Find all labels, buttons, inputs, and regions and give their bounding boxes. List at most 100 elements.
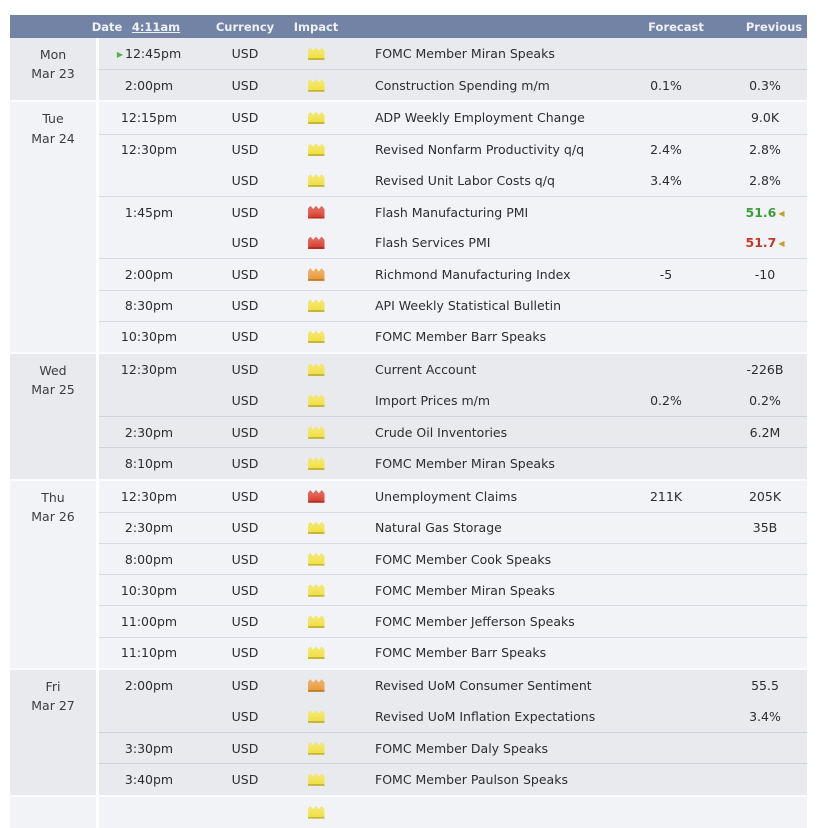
event-row[interactable]: 1:45pm USD Flash Manufacturing PMI 51.6 ◀	[99, 195, 807, 227]
impact-yellow-icon[interactable]	[307, 710, 325, 724]
impact-yellow-icon[interactable]	[307, 552, 325, 566]
event-row[interactable]: 2:30pm USD Natural Gas Storage 35B	[99, 511, 807, 543]
event-time: 1:45pm	[124, 204, 174, 220]
impact-yellow-icon[interactable]	[307, 330, 325, 344]
event-currency: USD	[231, 298, 259, 314]
event-row[interactable]: 12:30pm USD Current Account -226B	[99, 354, 807, 385]
event-title: Revised Unit Labor Costs q/q	[375, 172, 555, 188]
event-title: Richmond Manufacturing Index	[375, 266, 571, 282]
day-group-fri: Fri Mar 27 2:00pm USD Revised UoM Consumer S…	[10, 667, 807, 795]
event-title: Flash Services PMI	[375, 235, 491, 251]
event-currency: USD	[231, 520, 259, 536]
event-previous: 9.0K	[707, 110, 807, 125]
event-title: FOMC Member Barr Speaks	[375, 329, 547, 345]
impact-yellow-icon[interactable]	[307, 742, 325, 755]
event-row[interactable]: 2:30pm USD Crude Oil Inventories 6.2M	[99, 416, 807, 447]
impact-orange-icon[interactable]	[307, 268, 325, 281]
event-title: FOMC Member Cook Speaks	[375, 551, 552, 567]
event-time: 11:10pm	[120, 645, 178, 661]
event-currency: USD	[231, 110, 259, 126]
impact-yellow-icon[interactable]	[307, 615, 325, 628]
impact-cell	[291, 394, 359, 408]
event-row[interactable]: 2:00pm USD Construction Spending m/m 0.1% 0.…	[99, 69, 807, 100]
event-row[interactable]: 2:00pm USD Richmond Manufacturing Index -5 -…	[99, 258, 807, 289]
impact-cell	[291, 268, 359, 281]
event-previous: 0.2%	[707, 393, 807, 408]
event-row[interactable]: USD Revised Unit Labor Costs q/q 3.4% 2.8%	[99, 165, 807, 196]
day-date: Mar 23	[31, 66, 75, 82]
event-row[interactable]: 8:10pm USD FOMC Member Miran Speaks	[99, 447, 807, 478]
event-time: 11:00pm	[120, 613, 178, 629]
event-row[interactable]: 3:40pm USD FOMC Member Paulson Speaks	[99, 763, 807, 794]
event-title: FOMC Member Miran Speaks	[375, 582, 555, 598]
event-row[interactable]: USD Flash Services PMI 51.7 ◀	[99, 227, 807, 258]
impact-cell	[291, 805, 359, 819]
impact-yellow-icon[interactable]	[307, 773, 325, 786]
event-row[interactable]	[99, 797, 807, 828]
event-previous: 2.8%	[707, 142, 807, 157]
previous-value: 6.2M	[749, 424, 781, 440]
day-name: Wed	[39, 362, 67, 378]
previous-value: 205K	[748, 488, 782, 504]
event-title: Import Prices m/m	[375, 393, 491, 409]
current-time-link[interactable]: 4:11am	[131, 19, 181, 34]
day-group-wed: Wed Mar 25 12:30pm USD Current Account -226B U…	[10, 351, 807, 479]
impact-yellow-icon[interactable]	[307, 521, 325, 535]
event-row[interactable]: 11:00pm USD FOMC Member Jefferson Speaks	[99, 605, 807, 636]
event-currency: USD	[231, 361, 259, 377]
impact-yellow-icon[interactable]	[307, 299, 325, 313]
event-row[interactable]: ▶ 12:45pm USD FOMC Member Miran Speaks	[99, 38, 807, 69]
column-header-date: Date	[91, 19, 123, 34]
impact-cell	[291, 490, 359, 503]
impact-yellow-icon[interactable]	[307, 47, 325, 61]
revised-left-triangle-icon: ◀	[778, 208, 785, 218]
date-cell: Thu Mar 26	[10, 481, 96, 668]
event-previous: 51.7 ◀	[707, 235, 807, 250]
impact-yellow-icon[interactable]	[307, 805, 325, 819]
event-currency: USD	[231, 613, 259, 629]
impact-yellow-icon[interactable]	[307, 457, 325, 471]
impact-yellow-icon[interactable]	[307, 584, 325, 597]
previous-value: 35B	[752, 520, 778, 536]
impact-cell	[291, 143, 359, 157]
impact-yellow-icon[interactable]	[307, 174, 325, 187]
event-row[interactable]: 11:10pm USD FOMC Member Barr Speaks	[99, 636, 807, 668]
event-title: Current Account	[375, 361, 477, 377]
previous-value: 3.4%	[749, 709, 781, 725]
impact-red-icon[interactable]	[307, 490, 325, 503]
event-row[interactable]: 12:30pm USD Revised Nonfarm Productivity q…	[99, 133, 807, 165]
impact-orange-icon[interactable]	[307, 679, 325, 692]
event-row[interactable]: 10:30pm USD FOMC Member Miran Speaks	[99, 574, 807, 605]
event-currency: USD	[231, 456, 259, 472]
impact-yellow-icon[interactable]	[307, 363, 325, 376]
previous-value: 0.3%	[749, 77, 781, 93]
impact-red-icon[interactable]	[307, 205, 325, 219]
impact-cell	[291, 330, 359, 344]
event-row[interactable]: 10:30pm USD FOMC Member Barr Speaks	[99, 320, 807, 352]
day-date: Mar 26	[31, 509, 75, 524]
impact-yellow-icon[interactable]	[307, 111, 325, 125]
event-row[interactable]: 3:30pm USD FOMC Member Daly Speaks	[99, 732, 807, 763]
event-row[interactable]: 12:30pm USD Unemployment Claims 211K 205K	[99, 481, 807, 512]
event-time: 8:00pm	[124, 551, 174, 567]
event-currency: USD	[231, 46, 259, 62]
date-cell: Fri Mar 27	[10, 670, 96, 795]
event-title: ADP Weekly Employment Change	[375, 110, 585, 126]
impact-yellow-icon[interactable]	[307, 646, 325, 660]
event-row[interactable]: USD Revised UoM Inflation Expectations 3.4…	[99, 701, 807, 732]
impact-yellow-icon[interactable]	[307, 426, 325, 439]
impact-yellow-icon[interactable]	[307, 394, 325, 408]
impact-cell	[291, 457, 359, 471]
impact-yellow-icon[interactable]	[307, 143, 325, 157]
impact-yellow-icon[interactable]	[307, 79, 325, 92]
calendar-body: Mon Mar 23 ▶ 12:45pm USD FOMC Member Miran Sp…	[10, 38, 807, 828]
event-row[interactable]: USD Import Prices m/m 0.2% 0.2%	[99, 385, 807, 416]
event-row[interactable]: 2:00pm USD Revised UoM Consumer Sentiment 5…	[99, 670, 807, 701]
impact-red-icon[interactable]	[307, 236, 325, 250]
event-row[interactable]: 12:15pm USD ADP Weekly Employment Change 9.…	[99, 102, 807, 133]
event-row[interactable]: 8:00pm USD FOMC Member Cook Speaks	[99, 543, 807, 574]
event-row[interactable]: 8:30pm USD API Weekly Statistical Bulletin	[99, 289, 807, 321]
event-currency: USD	[231, 645, 259, 661]
event-currency: USD	[231, 142, 259, 158]
date-column-divider	[96, 669, 99, 795]
